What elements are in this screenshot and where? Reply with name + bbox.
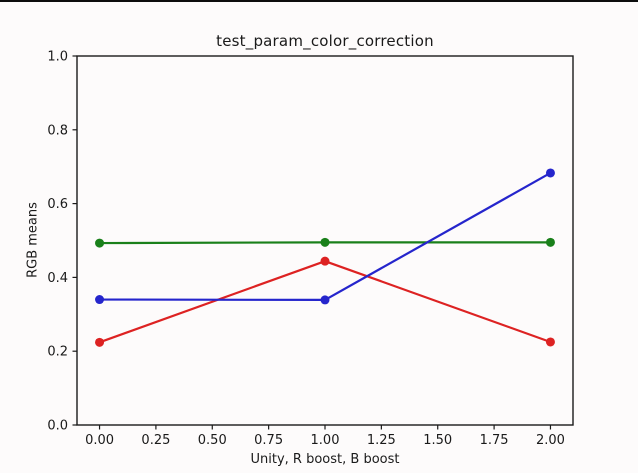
y-tick-label: 0.6 bbox=[47, 197, 68, 212]
data-point-green bbox=[320, 237, 330, 247]
data-point-blue bbox=[545, 168, 555, 178]
data-point-blue bbox=[95, 295, 105, 305]
y-tick-label: 1.0 bbox=[47, 50, 68, 65]
x-tick-label: 1.00 bbox=[311, 433, 340, 448]
data-point-blue bbox=[320, 295, 330, 305]
y-tick-label: 0.2 bbox=[47, 345, 68, 360]
x-tick-label: 0.50 bbox=[198, 433, 227, 448]
x-axis-label: Unity, R boost, B boost bbox=[250, 452, 400, 467]
data-point-red bbox=[320, 256, 330, 266]
x-tick-label: 1.75 bbox=[480, 433, 509, 448]
x-tick-label: 1.50 bbox=[423, 433, 452, 448]
x-tick-label: 2.00 bbox=[536, 433, 565, 448]
data-point-green bbox=[95, 238, 105, 248]
y-axis-label: RGB means bbox=[25, 202, 41, 278]
x-tick-label: 1.25 bbox=[367, 433, 396, 448]
y-tick-label: 0.8 bbox=[47, 123, 68, 138]
y-tick-label: 0.4 bbox=[47, 271, 68, 286]
series-line-blue bbox=[99, 172, 551, 302]
data-point-red bbox=[95, 337, 105, 347]
y-tick-label: 0.0 bbox=[47, 419, 68, 434]
window-top-border bbox=[0, 0, 638, 2]
data-point-green bbox=[545, 237, 555, 247]
data-point-red bbox=[545, 337, 555, 347]
x-tick-label: 0.00 bbox=[85, 433, 114, 448]
x-tick-label: 0.25 bbox=[141, 433, 170, 448]
x-tick-label: 0.75 bbox=[254, 433, 283, 448]
chart-title: test_param_color_correction bbox=[216, 32, 434, 50]
